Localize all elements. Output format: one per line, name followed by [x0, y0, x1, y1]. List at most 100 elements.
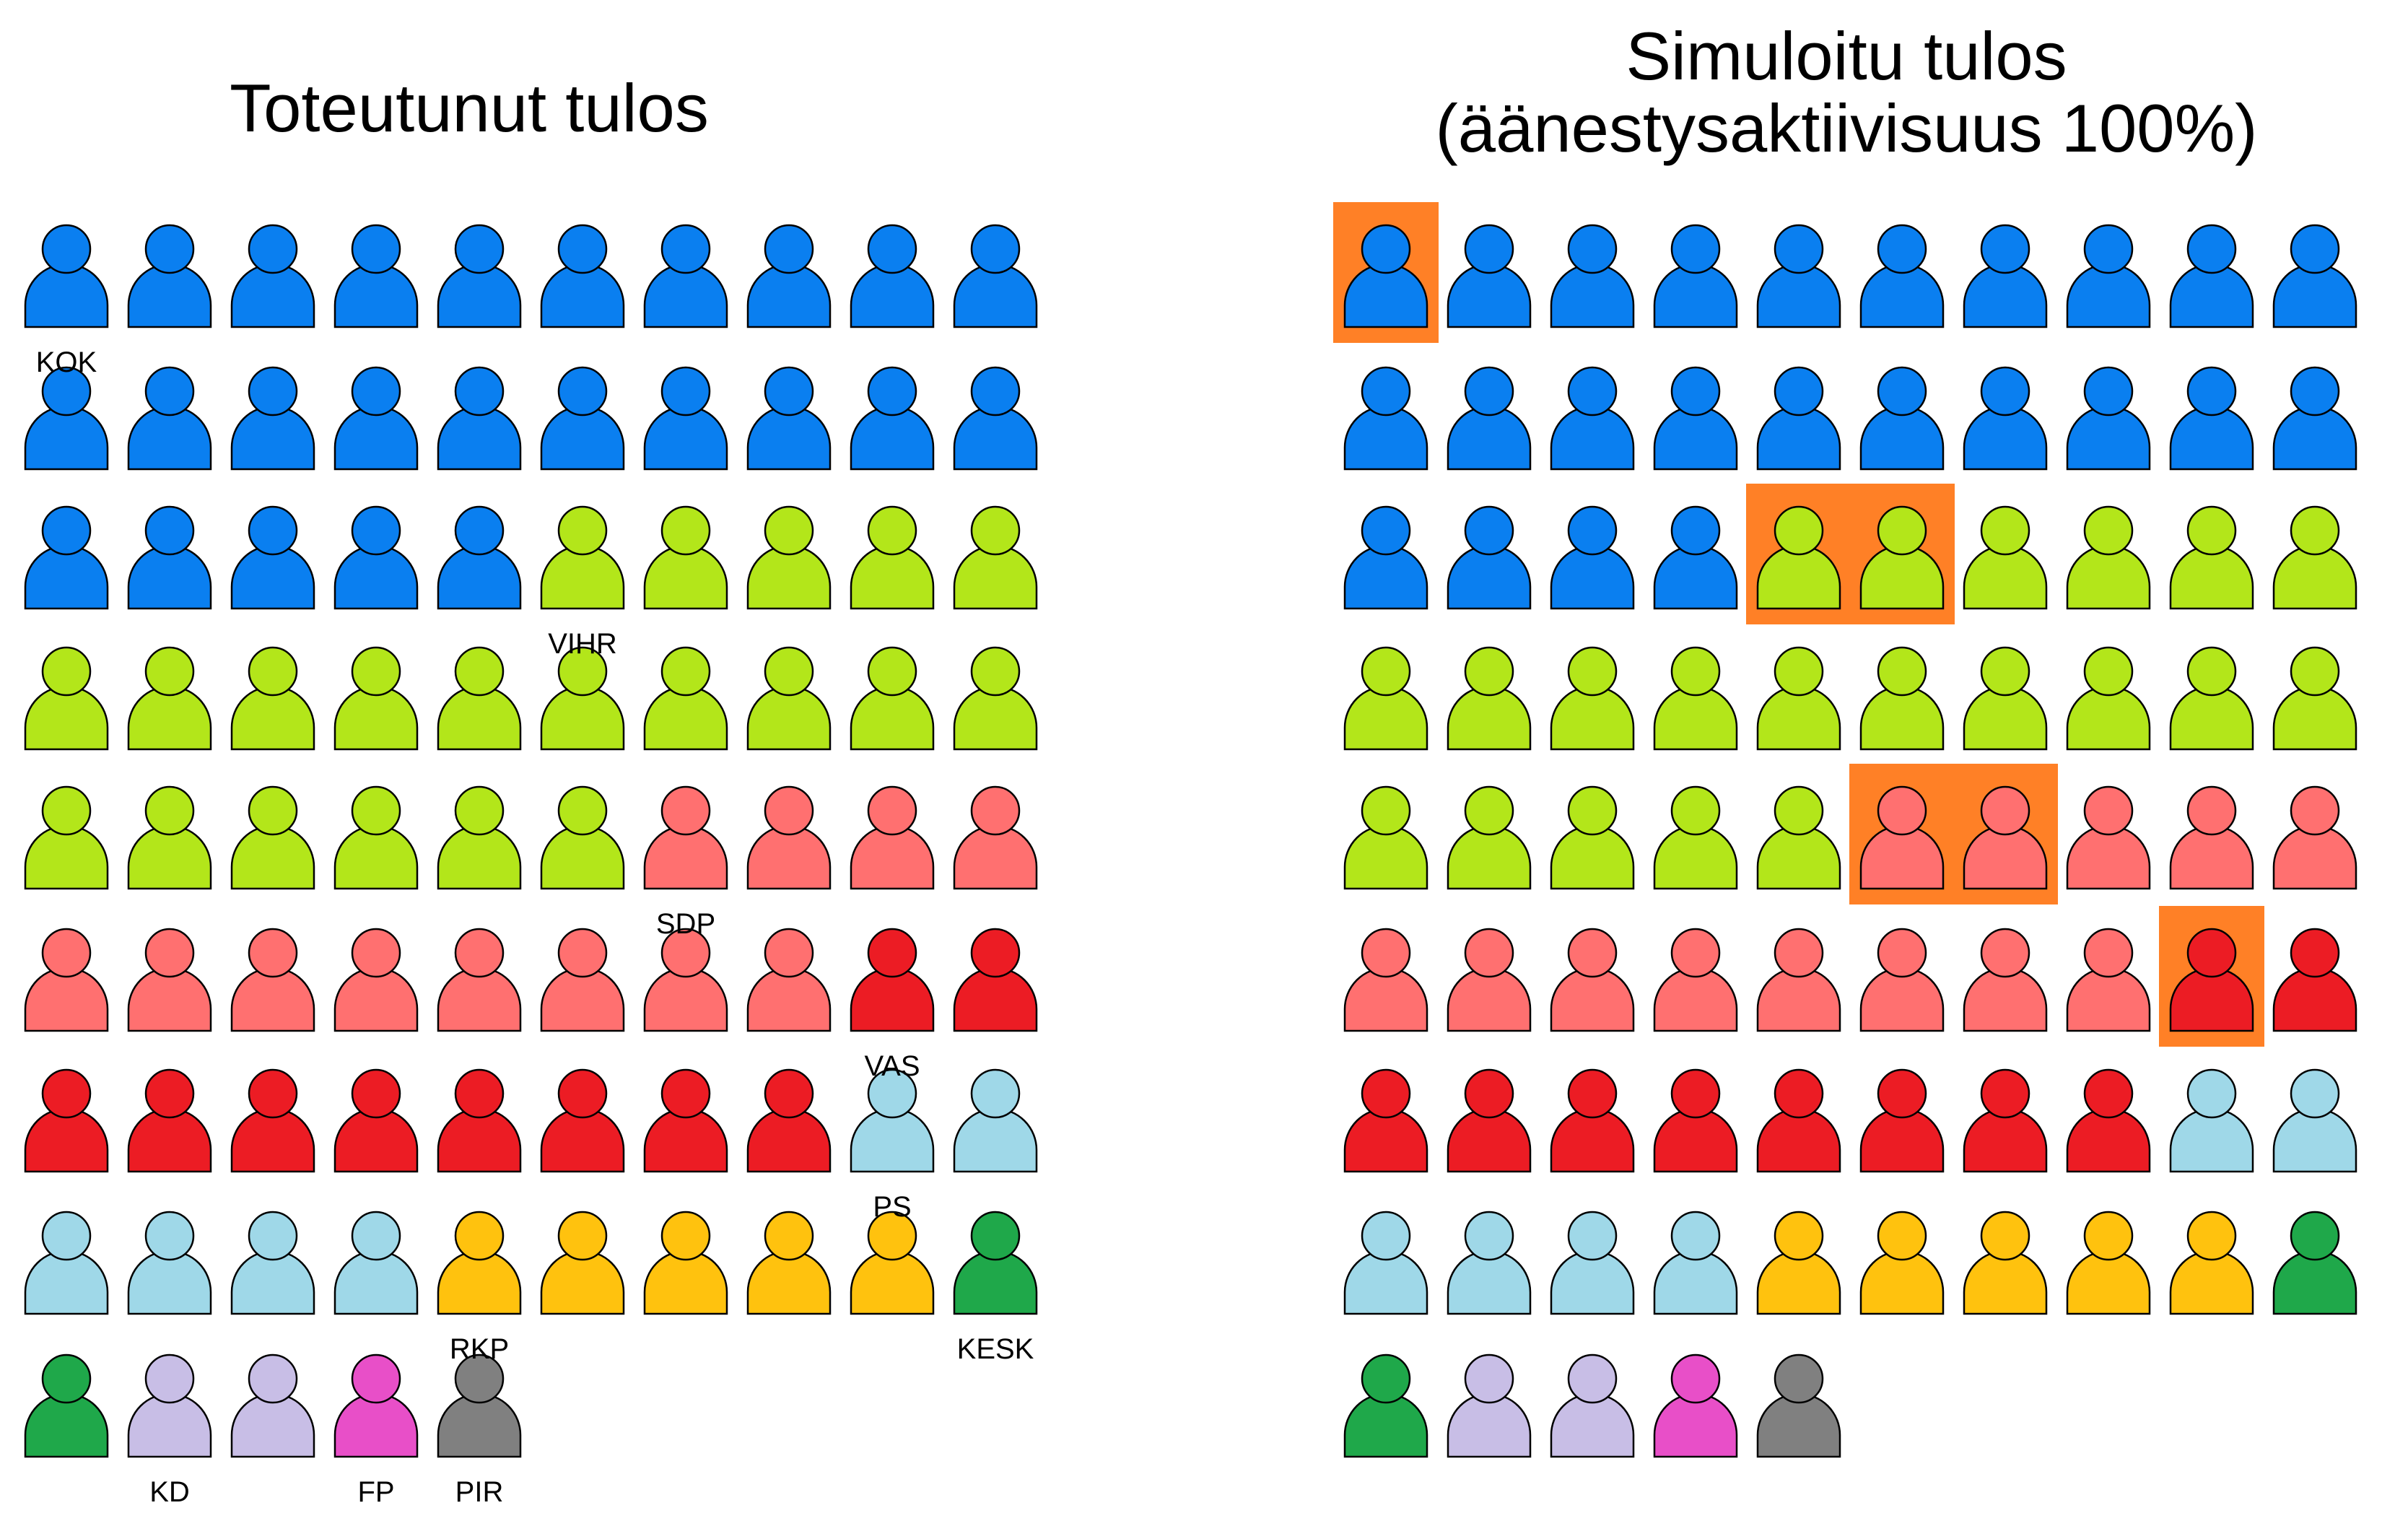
seat-figure-kok	[1756, 224, 1841, 328]
seat-figure-kok	[1343, 505, 1428, 610]
seat-figure-vas	[540, 1068, 625, 1173]
seat-figure-sdp	[746, 785, 832, 890]
seat-figure-vihr	[1653, 646, 1738, 751]
seat-figure-vas	[953, 928, 1038, 1032]
seat-figure-kok	[24, 505, 109, 610]
seat-figure-ps	[1653, 1211, 1738, 1315]
seat-figure-vas	[24, 1068, 109, 1173]
seat-figure-kok	[850, 366, 935, 471]
seat-figure-sdp	[1859, 785, 1945, 890]
seat-figure-vihr	[643, 646, 728, 751]
seat-figure-sdp	[1963, 928, 2048, 1032]
seat-figure-ps	[850, 1068, 935, 1173]
seat-figure-vihr	[1550, 785, 1635, 890]
seat-figure-kok	[230, 366, 315, 471]
seat-figure-vihr	[2066, 646, 2151, 751]
seat-figure-rkp	[2169, 1211, 2254, 1315]
seat-figure-sdp	[850, 785, 935, 890]
party-label-sdp: SDP	[656, 908, 715, 940]
seat-figure-vas	[1653, 1068, 1738, 1173]
seat-figure-sdp	[127, 928, 212, 1032]
seat-figure-kok	[333, 505, 419, 610]
seat-figure-kok	[2169, 366, 2254, 471]
seat-figure-sdp	[230, 928, 315, 1032]
seat-figure-kok	[746, 366, 832, 471]
seat-figure-rkp	[1859, 1211, 1945, 1315]
seat-figure-vihr	[127, 785, 212, 890]
seat-figure-kok	[1963, 366, 2048, 471]
seat-figure-sdp	[540, 928, 625, 1032]
seat-figure-vihr	[24, 785, 109, 890]
seat-figure-vihr	[333, 646, 419, 751]
seat-figure-kok	[127, 224, 212, 328]
seat-figure-sdp	[1963, 785, 2048, 890]
seat-figure-sdp	[2066, 928, 2151, 1032]
seat-figure-ps	[1343, 1211, 1428, 1315]
party-label-kok: KOK	[36, 346, 97, 378]
seat-figure-ps	[230, 1211, 315, 1315]
seat-figure-vas	[437, 1068, 522, 1173]
seat-figure-vas	[746, 1068, 832, 1173]
seat-figure-kok	[437, 505, 522, 610]
seat-figure-ps	[24, 1211, 109, 1315]
party-label-vas: VAS	[864, 1050, 920, 1082]
seat-figure-kok	[1963, 224, 2048, 328]
seat-figure-kok	[953, 224, 1038, 328]
seat-figure-kd	[1550, 1353, 1635, 1458]
seat-figure-kok	[1756, 366, 1841, 471]
seat-figure-rkp	[850, 1211, 935, 1315]
seat-figure-sdp	[24, 928, 109, 1032]
seat-figure-kok	[437, 224, 522, 328]
seat-figure-kok	[230, 224, 315, 328]
seat-figure-ps	[333, 1211, 419, 1315]
seat-figure-vihr	[1550, 646, 1635, 751]
seat-figure-vas	[2169, 928, 2254, 1032]
seat-figure-pir	[1756, 1353, 1841, 1458]
right-title-line-2: (äänestysaktiivisuus 100%)	[1435, 90, 2258, 166]
party-label-rkp: RKP	[450, 1333, 509, 1365]
seat-figure-kok	[1447, 505, 1532, 610]
seat-figure-sdp	[333, 928, 419, 1032]
seat-figure-vihr	[1963, 505, 2048, 610]
seat-figure-sdp	[2169, 785, 2254, 890]
seat-figure-vas	[2066, 1068, 2151, 1173]
seat-figure-kok	[1653, 224, 1738, 328]
seat-figure-kok	[1447, 224, 1532, 328]
seat-figure-vihr	[1447, 646, 1532, 751]
seat-figure-kok	[437, 366, 522, 471]
seat-figure-vihr	[2272, 646, 2357, 751]
seat-figure-kok	[2272, 224, 2357, 328]
seat-figure-kok	[333, 224, 419, 328]
seat-figure-vihr	[1756, 646, 1841, 751]
seat-figure-vihr	[437, 646, 522, 751]
seat-figure-vas	[127, 1068, 212, 1173]
party-label-pir: PIR	[455, 1476, 504, 1508]
party-label-kesk: KESK	[957, 1333, 1034, 1365]
seat-figure-kok	[540, 366, 625, 471]
seat-figure-kok	[1550, 366, 1635, 471]
party-label-vihr: VIHR	[548, 628, 617, 660]
seat-figure-vas	[2272, 928, 2357, 1032]
seat-figure-kok	[127, 505, 212, 610]
seat-figure-sdp	[643, 928, 728, 1032]
seat-figure-kesk	[24, 1353, 109, 1458]
seat-figure-vihr	[540, 646, 625, 751]
seat-figure-rkp	[2066, 1211, 2151, 1315]
seat-figure-kd	[1447, 1353, 1532, 1458]
seat-figure-vihr	[1756, 785, 1841, 890]
seat-figure-kok	[1653, 505, 1738, 610]
seat-figure-sdp	[953, 785, 1038, 890]
seat-figure-vas	[1756, 1068, 1841, 1173]
seat-figure-kok	[1447, 366, 1532, 471]
seat-figure-vihr	[953, 505, 1038, 610]
seat-figure-sdp	[1653, 928, 1738, 1032]
seat-figure-kd	[230, 1353, 315, 1458]
seat-figure-vihr	[2272, 505, 2357, 610]
seat-figure-sdp	[746, 928, 832, 1032]
seat-figure-kok	[2066, 224, 2151, 328]
seat-figure-ps	[2169, 1068, 2254, 1173]
seat-figure-sdp	[2272, 785, 2357, 890]
seat-figure-vas	[230, 1068, 315, 1173]
seat-figure-vas	[333, 1068, 419, 1173]
seat-figure-kok	[2066, 366, 2151, 471]
